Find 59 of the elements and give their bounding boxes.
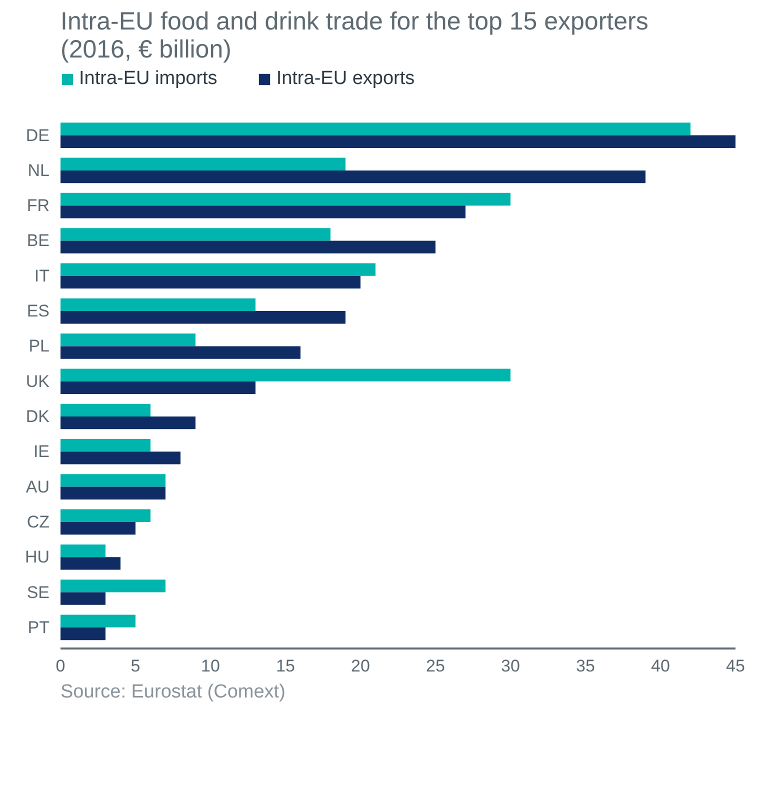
y-tick-label: SE	[26, 582, 50, 602]
x-tick-label: 20	[351, 656, 370, 676]
bar	[60, 368, 510, 382]
x-tick-label: 10	[201, 656, 220, 676]
chart-title: Intra-EU food and drink trade for the top 15 exporters (2016, € billion)	[60, 8, 648, 64]
y-tick-label: IT	[34, 266, 50, 286]
bar	[60, 263, 376, 276]
y-tick-label: BE	[26, 231, 50, 250]
bar	[60, 544, 106, 558]
bar	[60, 627, 106, 640]
bar	[60, 438, 150, 452]
bar	[60, 381, 256, 394]
legend-label: Intra-EU imports	[79, 68, 218, 90]
x-tick-label: 0	[56, 656, 66, 676]
bar	[60, 509, 150, 522]
bar	[60, 206, 466, 218]
source-note: Source: Eurostat (Comext)	[60, 682, 286, 702]
bar	[60, 228, 330, 241]
bar	[60, 614, 136, 628]
y-tick-label: PL	[28, 336, 50, 356]
x-tick-label: 45	[726, 656, 745, 676]
bar	[60, 240, 436, 254]
bar	[60, 158, 346, 170]
y-tick-label: DE	[26, 126, 50, 145]
bar	[60, 122, 690, 136]
bar	[60, 346, 300, 359]
x-tick-label: 30	[501, 656, 520, 676]
y-tick-label: AU	[26, 477, 50, 496]
y-tick-label: HU	[24, 548, 50, 567]
bar	[60, 592, 106, 605]
y-tick-label: PT	[28, 618, 50, 637]
bar	[60, 416, 196, 430]
y-tick-label: FR	[26, 196, 50, 216]
x-tick-label: 40	[651, 656, 670, 676]
y-tick-label: ES	[26, 302, 50, 321]
y-tick-label: CZ	[26, 512, 50, 532]
y-tick-label: NL	[28, 160, 50, 180]
bar	[60, 135, 736, 148]
bar	[60, 334, 196, 346]
bar	[60, 580, 166, 592]
x-tick-label: 35	[576, 656, 595, 676]
y-tick-label: DK	[26, 407, 50, 426]
bar	[60, 404, 150, 416]
bar	[60, 522, 136, 535]
x-tick-label: 15	[276, 656, 295, 676]
bar	[60, 276, 360, 289]
bar	[60, 192, 510, 206]
legend-label: Intra-EU exports	[276, 68, 415, 90]
y-tick-label: UK	[26, 372, 50, 391]
bar	[60, 170, 646, 184]
x-tick-label: 25	[426, 656, 445, 676]
bar	[60, 486, 166, 500]
bar	[60, 474, 166, 487]
x-tick-label: 5	[130, 656, 140, 676]
y-tick-label: IE	[33, 442, 50, 462]
bar	[60, 311, 346, 324]
bar	[60, 298, 256, 312]
bar	[60, 452, 180, 464]
bar	[60, 557, 120, 570]
